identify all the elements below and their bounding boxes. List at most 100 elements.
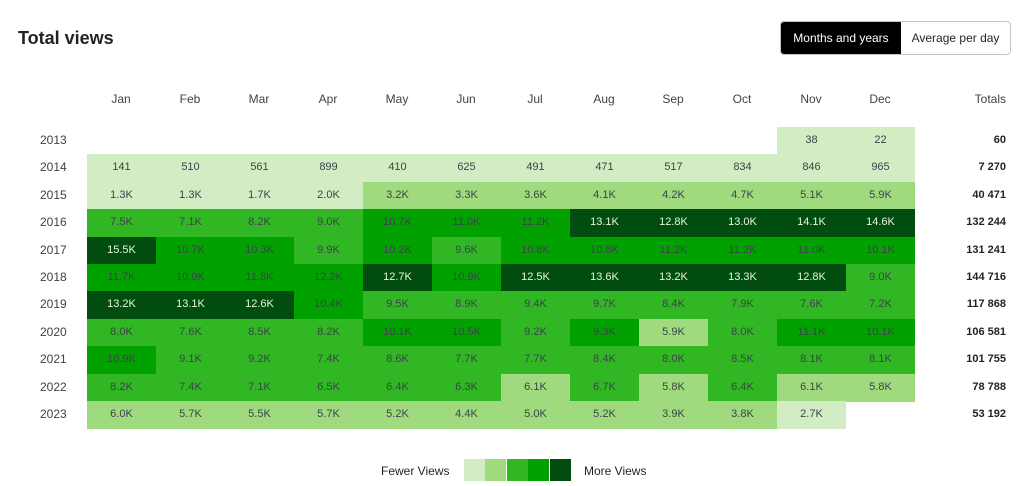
month-cell[interactable]: 15.5K: [87, 236, 156, 265]
month-cell[interactable]: 11.8K: [225, 264, 294, 292]
month-cell[interactable]: 22: [846, 127, 915, 155]
month-cell[interactable]: 141: [87, 154, 156, 183]
month-cell[interactable]: 12.2K: [294, 264, 363, 292]
months-and-years-button[interactable]: Months and years: [781, 22, 901, 54]
month-cell[interactable]: 7.2K: [846, 291, 915, 320]
month-cell[interactable]: 14.1K: [777, 209, 846, 238]
month-cell[interactable]: 8.9K: [432, 291, 501, 320]
month-cell[interactable]: 5.7K: [294, 401, 363, 429]
month-cell[interactable]: 6.4K: [363, 373, 432, 402]
month-cell[interactable]: 12.7K: [363, 264, 432, 292]
month-cell[interactable]: 7.7K: [432, 346, 501, 375]
month-cell[interactable]: 9.4K: [501, 291, 570, 320]
month-cell[interactable]: 5.8K: [639, 373, 708, 402]
month-cell[interactable]: 8.2K: [87, 373, 156, 402]
month-cell[interactable]: 10.1K: [363, 318, 432, 347]
month-cell[interactable]: 6.1K: [501, 373, 570, 402]
month-cell[interactable]: 11.2K: [708, 236, 777, 265]
month-cell[interactable]: 4.7K: [708, 181, 777, 210]
month-cell[interactable]: 13.2K: [87, 291, 156, 320]
month-cell[interactable]: 4.1K: [570, 181, 639, 210]
month-cell[interactable]: 9.5K: [363, 291, 432, 320]
month-cell[interactable]: 10.1K: [846, 318, 915, 347]
month-cell[interactable]: 9.1K: [156, 346, 225, 375]
month-cell[interactable]: 10.9K: [156, 264, 225, 292]
month-cell[interactable]: 10.9K: [432, 264, 501, 292]
month-cell[interactable]: 410: [363, 154, 432, 183]
month-cell[interactable]: 9.7K: [570, 291, 639, 320]
month-cell[interactable]: 3.6K: [501, 181, 570, 210]
month-cell[interactable]: 510: [156, 154, 225, 183]
month-cell[interactable]: 8.1K: [846, 346, 915, 375]
month-cell[interactable]: 8.6K: [363, 346, 432, 375]
month-cell[interactable]: 7.6K: [156, 318, 225, 347]
average-per-day-button[interactable]: Average per day: [901, 22, 1010, 54]
month-cell[interactable]: 11.0K: [432, 209, 501, 238]
month-cell[interactable]: 6.5K: [294, 373, 363, 402]
month-cell[interactable]: 6.1K: [777, 373, 846, 402]
month-cell[interactable]: 8.5K: [225, 318, 294, 347]
month-cell[interactable]: 6.4K: [708, 373, 777, 402]
month-cell[interactable]: 10.2K: [363, 236, 432, 265]
month-cell[interactable]: 5.9K: [846, 181, 915, 210]
month-cell[interactable]: 834: [708, 154, 777, 183]
month-cell[interactable]: 471: [570, 154, 639, 183]
month-cell[interactable]: 5.9K: [639, 318, 708, 347]
month-cell[interactable]: 10.1K: [846, 236, 915, 265]
month-cell[interactable]: 8.0K: [87, 318, 156, 347]
month-cell[interactable]: 625: [432, 154, 501, 183]
month-cell[interactable]: 8.0K: [639, 346, 708, 375]
month-cell[interactable]: 6.7K: [570, 373, 639, 402]
month-cell[interactable]: 11.2K: [501, 209, 570, 238]
month-cell[interactable]: 846: [777, 154, 846, 183]
month-cell[interactable]: 7.4K: [294, 346, 363, 375]
month-cell[interactable]: 1.3K: [87, 181, 156, 210]
month-cell[interactable]: 13.2K: [639, 264, 708, 292]
month-cell[interactable]: 9.9K: [294, 236, 363, 265]
month-cell[interactable]: 8.5K: [708, 346, 777, 375]
month-cell[interactable]: 9.2K: [225, 346, 294, 375]
month-cell[interactable]: 9.0K: [846, 264, 915, 292]
month-cell[interactable]: 10.9K: [87, 346, 156, 375]
month-cell[interactable]: 13.0K: [708, 209, 777, 238]
month-cell[interactable]: 8.4K: [639, 291, 708, 320]
month-cell[interactable]: 11.2K: [639, 236, 708, 265]
month-cell[interactable]: 8.4K: [570, 346, 639, 375]
month-cell[interactable]: 491: [501, 154, 570, 183]
month-cell[interactable]: 6.0K: [87, 401, 156, 429]
month-cell[interactable]: 7.4K: [156, 373, 225, 402]
month-cell[interactable]: 10.7K: [156, 236, 225, 265]
month-cell[interactable]: 3.2K: [363, 181, 432, 210]
month-cell[interactable]: 10.8K: [501, 236, 570, 265]
month-cell[interactable]: 2.7K: [777, 401, 846, 429]
month-cell[interactable]: 5.8K: [846, 373, 915, 402]
month-cell[interactable]: 12.8K: [639, 209, 708, 238]
month-cell[interactable]: 5.2K: [570, 401, 639, 429]
month-cell[interactable]: 10.4K: [294, 291, 363, 320]
month-cell[interactable]: 561: [225, 154, 294, 183]
month-cell[interactable]: 10.7K: [363, 209, 432, 238]
month-cell[interactable]: 14.6K: [846, 209, 915, 238]
month-cell[interactable]: 9.0K: [294, 209, 363, 238]
month-cell[interactable]: 8.2K: [225, 209, 294, 238]
month-cell[interactable]: 11.7K: [87, 264, 156, 292]
month-cell[interactable]: 4.4K: [432, 401, 501, 429]
month-cell[interactable]: 8.2K: [294, 318, 363, 347]
month-cell[interactable]: 3.9K: [639, 401, 708, 429]
month-cell[interactable]: 12.5K: [501, 264, 570, 292]
month-cell[interactable]: 965: [846, 154, 915, 183]
month-cell[interactable]: 38: [777, 127, 846, 155]
month-cell[interactable]: 12.8K: [777, 264, 846, 292]
month-cell[interactable]: 5.1K: [777, 181, 846, 210]
month-cell[interactable]: 10.3K: [225, 236, 294, 265]
month-cell[interactable]: 7.6K: [777, 291, 846, 320]
month-cell[interactable]: 9.2K: [501, 318, 570, 347]
month-cell[interactable]: 13.3K: [708, 264, 777, 292]
month-cell[interactable]: 12.6K: [225, 291, 294, 320]
month-cell[interactable]: 2.0K: [294, 181, 363, 210]
month-cell[interactable]: 11.1K: [777, 318, 846, 347]
month-cell[interactable]: 1.7K: [225, 181, 294, 210]
month-cell[interactable]: 9.6K: [432, 236, 501, 265]
month-cell[interactable]: 6.3K: [432, 373, 501, 402]
month-cell[interactable]: 11.0K: [777, 236, 846, 265]
